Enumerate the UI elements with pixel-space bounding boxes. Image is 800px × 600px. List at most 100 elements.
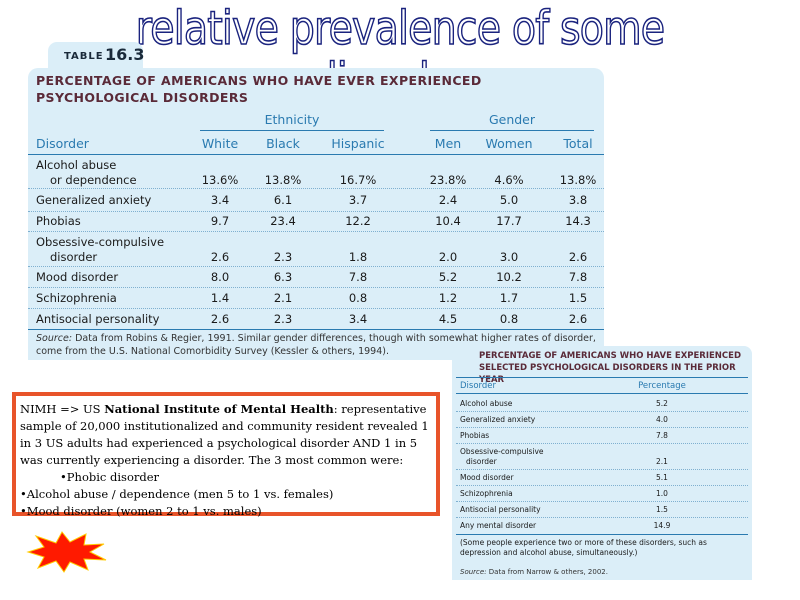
prior-year-divider xyxy=(456,427,748,428)
prior-year-disorder: Schizophrenia xyxy=(460,489,513,498)
prior-year-disorder: Alcohol abuse xyxy=(460,399,513,408)
table-heading: PERCENTAGE OF AMERICANS WHO HAVE EVER EX… xyxy=(36,72,516,106)
prior-year-header-rule xyxy=(456,393,748,394)
cell-black: 6.3 xyxy=(273,270,293,284)
column-header-white: White xyxy=(201,136,239,151)
cell-total: 2.6 xyxy=(568,312,588,326)
prior-year-column-percentage: Percentage xyxy=(638,381,686,391)
bullet-text: Phobic disorder xyxy=(66,470,160,484)
prior-year-disorder: Obsessive-compulsive disorder xyxy=(460,447,544,467)
prior-year-percentage: 4.0 xyxy=(656,415,668,424)
cell-white: 1.4 xyxy=(210,291,230,305)
cell-black: 6.1 xyxy=(273,193,293,207)
prior-year-disorder: Phobias xyxy=(460,431,490,440)
row-divider xyxy=(28,231,604,232)
cell-total: 13.8% xyxy=(559,173,597,187)
prior-year-source-text: Data from Narrow & others, 2002. xyxy=(488,568,608,576)
cell-women: 5.0 xyxy=(499,193,519,207)
prior-year-column-disorder: Disorder xyxy=(460,381,497,391)
cell-men: 5.2 xyxy=(438,270,458,284)
cell-black: 23.4 xyxy=(270,214,296,228)
column-header-hispanic: Hispanic xyxy=(331,136,385,151)
cell-women: 10.2 xyxy=(496,270,522,284)
nimh-name: National Institute of Mental Health xyxy=(104,402,334,416)
nimh-body: : representative sample of 20,000 instit… xyxy=(20,402,429,467)
prior-year-disorder: Antisocial personality xyxy=(460,505,541,514)
prior-year-divider xyxy=(456,443,748,444)
table-tab: TABLE 16.3 xyxy=(48,42,145,68)
cell-women: 3.0 xyxy=(499,250,519,264)
cell-white: 9.7 xyxy=(210,214,230,228)
cell-men: 2.0 xyxy=(438,250,458,264)
table-heading-line1: PERCENTAGE OF AMERICANS WHO HAVE EVER EX… xyxy=(36,73,482,88)
row-divider xyxy=(28,287,604,288)
cell-hispanic: 1.8 xyxy=(348,250,368,264)
prior-year-divider xyxy=(456,469,748,470)
header-rule xyxy=(28,154,604,155)
nimh-lead: NIMH => US xyxy=(20,402,105,416)
starburst-icon xyxy=(26,531,107,573)
cell-hispanic: 3.4 xyxy=(348,312,368,326)
source-text: Data from Robins & Regier, 1991. Similar… xyxy=(36,333,596,357)
prior-year-divider xyxy=(456,485,748,486)
prior-year-percentage: 14.9 xyxy=(653,521,671,530)
prior-year-percentage: 5.1 xyxy=(656,473,668,482)
group-underline-gender xyxy=(430,130,594,131)
source-label: Source: xyxy=(36,333,73,344)
table-tab-number: 16.3 xyxy=(105,45,145,64)
prior-year-source: Source: Data from Narrow & others, 2002. xyxy=(460,568,608,576)
cell-women: 4.6% xyxy=(494,173,524,187)
cell-hispanic: 16.7% xyxy=(339,173,377,187)
cell-white: 2.6 xyxy=(210,250,230,264)
row-disorder-line1: Obsessive-compulsive xyxy=(36,235,165,249)
column-header-women: Women xyxy=(485,136,533,151)
cell-men: 2.4 xyxy=(438,193,458,207)
nimh-summary-box: NIMH => US National Institute of Mental … xyxy=(12,392,440,518)
prior-year-heading-line1: PERCENTAGE OF AMERICANS WHO HAVE EXPERIE… xyxy=(479,351,742,361)
bullet-dot-icon: • xyxy=(60,470,67,484)
prior-year-source-label: Source: xyxy=(460,568,487,576)
group-header-gender: Gender xyxy=(488,112,536,127)
cell-white: 3.4 xyxy=(210,193,230,207)
prior-year-divider xyxy=(456,501,748,502)
row-disorder: Phobias xyxy=(36,214,81,228)
prior-year-divider xyxy=(456,411,748,412)
cell-total: 7.8 xyxy=(568,270,588,284)
row-disorder: Schizophrenia xyxy=(36,291,117,305)
row-divider xyxy=(28,188,604,189)
table-heading-line2: PSYCHOLOGICAL DISORDERS xyxy=(36,90,249,105)
prior-year-heading-line2: SELECTED PSYCHOLOGICAL DISORDERS IN THE … xyxy=(479,363,736,385)
cell-white: 13.6% xyxy=(201,173,239,187)
prior-year-note: (Some people experience two or more of t… xyxy=(460,538,707,557)
bullet-text: Alcohol abuse / dependence (men 5 to 1 v… xyxy=(26,487,334,501)
prior-year-percentage: 7.8 xyxy=(656,431,668,440)
cell-men: 23.8% xyxy=(429,173,467,187)
prior-year-disorder-line1: Obsessive-compulsive xyxy=(460,447,544,456)
row-disorder: Antisocial personality xyxy=(36,312,160,326)
prior-year-percentage: 1.0 xyxy=(656,489,668,498)
column-header-disorder: Disorder xyxy=(36,136,89,151)
cell-black: 2.3 xyxy=(273,312,293,326)
row-disorder: Obsessive-compulsive disorder xyxy=(36,235,164,265)
cell-black: 2.3 xyxy=(273,250,293,264)
cell-total: 3.8 xyxy=(568,193,588,207)
prior-year-disorder: Mood disorder xyxy=(460,473,514,482)
cell-hispanic: 7.8 xyxy=(348,270,368,284)
cell-hispanic: 0.8 xyxy=(348,291,368,305)
row-disorder: Alcohol abuse or dependence xyxy=(36,158,137,188)
row-disorder-line2: or dependence xyxy=(50,173,137,187)
column-header-men: Men xyxy=(434,136,462,151)
cell-black: 2.1 xyxy=(273,291,293,305)
cell-white: 2.6 xyxy=(210,312,230,326)
bullet-item: •Phobic disorder xyxy=(20,469,432,486)
column-header-black: Black xyxy=(266,136,300,151)
bullet-dot-icon: • xyxy=(20,504,27,518)
bullet-text: Mood disorder (women 2 to 1 vs. males) xyxy=(26,504,262,518)
row-divider xyxy=(28,211,604,212)
row-disorder-line2: disorder xyxy=(50,250,98,264)
cell-women: 17.7 xyxy=(496,214,522,228)
prior-year-top-rule xyxy=(456,377,748,378)
cell-white: 8.0 xyxy=(210,270,230,284)
prior-year-bottom-rule xyxy=(456,534,748,535)
nimh-paragraph: NIMH => US National Institute of Mental … xyxy=(20,401,432,469)
